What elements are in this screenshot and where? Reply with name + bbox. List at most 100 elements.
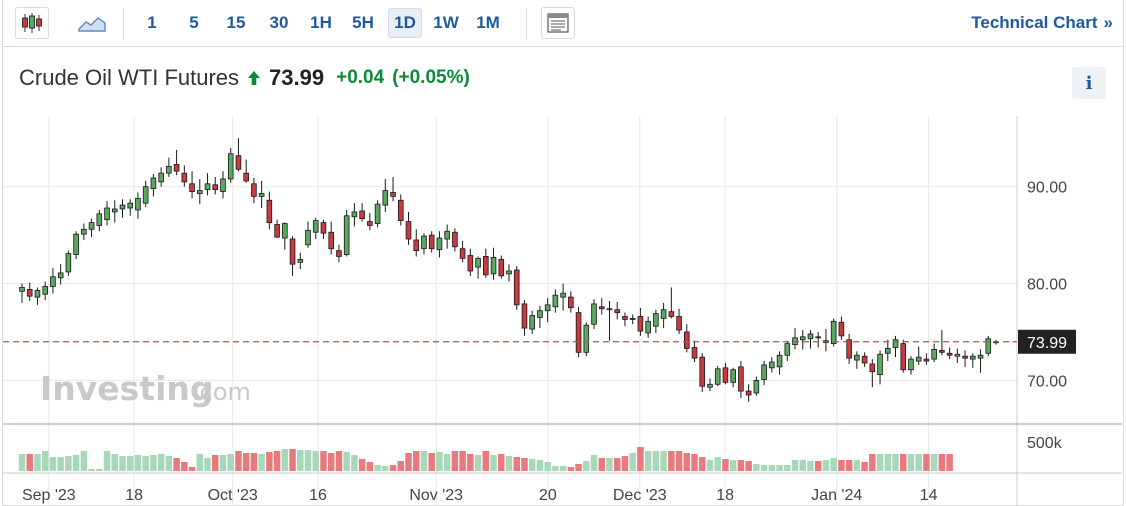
toolbar-separator — [123, 8, 124, 40]
volume-bar — [150, 455, 157, 471]
volume-bar — [96, 469, 103, 471]
timeframe-5[interactable]: 5 — [189, 13, 199, 32]
volume-bar — [876, 454, 884, 471]
candle-body — [653, 313, 659, 327]
candle-body — [452, 231, 458, 248]
candle-body — [127, 202, 134, 209]
timeframe-1d[interactable]: 1D — [388, 8, 422, 38]
last-price-tag — [1018, 329, 1076, 354]
candle-body — [459, 248, 466, 259]
volume-bar — [436, 452, 443, 471]
volume-bar — [235, 451, 242, 471]
volume-bar — [613, 458, 621, 471]
candle-body — [34, 289, 41, 298]
volume-bar — [559, 466, 567, 471]
timeframe-1m[interactable]: 1M — [476, 13, 500, 32]
candle-body — [227, 153, 234, 180]
volume-bar — [830, 458, 837, 471]
volume-bar — [776, 465, 783, 471]
candle-body — [181, 172, 188, 183]
volume-bar — [26, 454, 33, 471]
timeframe-15[interactable]: 15 — [226, 13, 246, 32]
candle-body — [421, 235, 427, 250]
candle-body — [436, 237, 443, 251]
volume-bar — [196, 454, 204, 471]
info-button[interactable]: i — [1072, 67, 1106, 99]
candle-body — [428, 234, 435, 250]
candle-body — [196, 190, 203, 194]
candle-body — [367, 221, 373, 226]
candle-body — [714, 368, 721, 385]
volume-bar — [103, 451, 111, 471]
volume-bar — [668, 451, 675, 471]
volume-bar — [134, 455, 142, 471]
candle-body — [537, 310, 543, 318]
candle-body — [861, 355, 868, 364]
candle-body — [977, 354, 984, 359]
candle-body — [351, 211, 358, 218]
volume-bar — [304, 450, 312, 471]
volume-bar — [799, 460, 806, 471]
instrument-title: Crude Oil WTI Futures — [19, 65, 240, 90]
candle-body — [552, 294, 559, 308]
layout-toggle-button[interactable] — [541, 7, 575, 39]
timeframe-1w[interactable]: 1W — [433, 13, 459, 32]
area-chart-type-button[interactable] — [75, 7, 109, 39]
candle-body — [529, 315, 535, 330]
candle-body — [158, 172, 164, 183]
volume-bar — [706, 460, 714, 471]
candle-body — [699, 356, 706, 387]
candle-body — [413, 239, 420, 252]
volume-bar — [683, 453, 691, 471]
volume-bar — [80, 451, 88, 471]
volume-bar — [583, 461, 590, 471]
candle-body — [65, 253, 72, 273]
volume-bar — [412, 451, 420, 471]
candle-body — [282, 223, 288, 239]
volume-bar — [18, 454, 26, 471]
candle-body — [769, 361, 775, 369]
technical-chart-link[interactable]: Technical Chart » — [971, 13, 1113, 33]
candlestick-chart-type-button[interactable] — [15, 7, 49, 39]
investing-watermark: Investing .com — [40, 369, 251, 408]
volume-bar — [536, 460, 544, 471]
volume-bar — [428, 453, 435, 471]
candle-body — [96, 213, 103, 226]
candle-body — [877, 353, 883, 376]
volume-bar — [289, 449, 296, 471]
candle-body — [776, 354, 783, 368]
candle-body — [467, 255, 474, 272]
candle-body — [19, 287, 25, 292]
volume-bar — [443, 454, 451, 471]
x-tick-label: 16 — [309, 487, 327, 504]
volume-bar — [366, 462, 374, 471]
volume-bar — [451, 451, 459, 471]
candle-body — [645, 320, 651, 334]
volume-bar — [505, 456, 513, 471]
candle-body — [258, 193, 265, 197]
candle-body — [676, 316, 682, 331]
last-price-line: 73.99 — [3, 329, 1076, 354]
volume-bar — [212, 455, 219, 471]
price-change: +0.04 — [336, 67, 385, 88]
volume-bar — [459, 451, 466, 471]
timeframe-30[interactable]: 30 — [269, 13, 289, 32]
volume-bar — [567, 467, 575, 471]
candle-body — [954, 353, 961, 357]
candle-body — [243, 172, 249, 182]
volume-bar — [637, 447, 644, 471]
candle-body — [173, 164, 180, 172]
volume-bar — [57, 457, 64, 471]
volume-bar — [923, 454, 930, 471]
timeframe-1h[interactable]: 1H — [310, 13, 332, 32]
volume-bar — [892, 454, 899, 471]
candle-body — [111, 208, 118, 213]
timeframe-1[interactable]: 1 — [147, 13, 157, 32]
volume-bar — [227, 454, 234, 471]
volume-bar — [258, 454, 265, 471]
candle-body — [343, 215, 350, 255]
volume-bar — [173, 458, 180, 471]
candle-body — [838, 321, 845, 337]
candle-body — [637, 316, 644, 332]
timeframe-5h[interactable]: 5H — [352, 13, 374, 32]
